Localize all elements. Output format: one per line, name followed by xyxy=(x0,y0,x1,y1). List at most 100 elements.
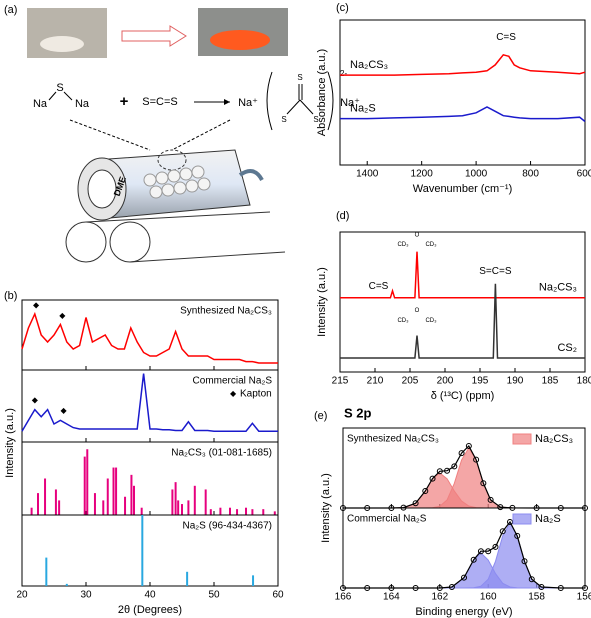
panel-label: (a) xyxy=(4,4,17,16)
x-tick-label: 30 xyxy=(80,590,92,601)
legend-label: Kapton xyxy=(240,389,272,400)
x-tick-label: 156 xyxy=(577,592,591,603)
data-point xyxy=(582,585,588,591)
annotation: S=C=S xyxy=(479,266,512,277)
arrow xyxy=(121,25,187,47)
panel-label: (c) xyxy=(336,2,349,14)
data-point xyxy=(538,584,545,590)
series-line xyxy=(340,106,586,123)
data-point xyxy=(448,584,455,590)
data-point xyxy=(492,543,499,550)
data-point xyxy=(487,496,494,503)
data-point xyxy=(451,463,458,470)
series-line xyxy=(21,373,278,432)
x-tick-label: 800 xyxy=(522,169,539,180)
data-point xyxy=(521,558,528,565)
atom: S xyxy=(313,115,318,124)
x-tick-label: 210 xyxy=(367,376,384,387)
data-point xyxy=(388,585,395,591)
data-point xyxy=(461,574,467,581)
data-point xyxy=(436,468,443,475)
legend-label: Na₂S xyxy=(535,513,561,525)
zoom-line xyxy=(171,119,231,151)
arrowhead xyxy=(224,99,230,105)
atom: S xyxy=(56,82,63,94)
orange-product xyxy=(210,30,270,50)
subplot-label: Synthesized Na₂CS₃ xyxy=(347,434,439,445)
bracket xyxy=(266,71,273,131)
bond xyxy=(63,91,73,101)
x-tick-label: 1200 xyxy=(411,169,434,180)
chart-title: S 2p xyxy=(344,405,372,420)
cation: Na⁺ xyxy=(238,97,258,109)
x-tick-label: 162 xyxy=(431,592,448,603)
roller xyxy=(109,221,151,263)
cation: Na⁺ xyxy=(340,97,360,109)
data-point xyxy=(412,585,419,591)
data-point xyxy=(465,443,472,449)
annotation: C=S xyxy=(496,32,516,43)
jar-cap xyxy=(87,169,117,209)
x-tick-label: 160 xyxy=(480,592,497,603)
series-label: Na₂CS₃ xyxy=(350,59,388,71)
annotation: O xyxy=(415,232,420,238)
x-tick-label: 205 xyxy=(402,376,419,387)
roller-edge xyxy=(129,251,286,263)
plot-frame xyxy=(339,19,586,166)
y-axis-title: Intensity (a.u.) xyxy=(316,267,328,337)
data-point xyxy=(514,532,521,539)
x-tick-label: 50 xyxy=(208,590,220,601)
data-point xyxy=(436,585,443,591)
bracket xyxy=(327,71,334,131)
series-label: Na₂CS₃ xyxy=(539,282,577,294)
data-point xyxy=(499,528,506,535)
data-point xyxy=(470,556,477,563)
component-area xyxy=(343,552,585,589)
annotation: CD₃ xyxy=(397,318,409,324)
data-point xyxy=(458,450,465,457)
bond xyxy=(48,91,57,101)
atom: Na xyxy=(75,98,90,110)
data-point xyxy=(422,488,429,494)
x-tick-label: 166 xyxy=(335,592,352,603)
kapton-marker: ◆ xyxy=(59,311,66,320)
kapton-marker: ◆ xyxy=(61,406,68,415)
x-tick-label: 195 xyxy=(472,376,489,387)
bond xyxy=(299,99,314,115)
x-tick-label: 1000 xyxy=(465,169,488,180)
data-point xyxy=(473,456,480,463)
data-point xyxy=(497,504,504,511)
x-tick-label: 200 xyxy=(437,376,454,387)
data-point xyxy=(444,467,451,474)
series-line xyxy=(340,251,585,299)
plot-frame xyxy=(339,231,586,373)
roller xyxy=(65,221,107,263)
x-tick-label: 600 xyxy=(577,169,591,180)
annotation: O xyxy=(415,308,420,314)
rotation-arrow xyxy=(238,169,264,182)
y-axis-title: Absorbance (a.u.) xyxy=(316,49,328,136)
x-tick-label: 185 xyxy=(542,376,559,387)
legend-swatch xyxy=(512,513,532,525)
data-point xyxy=(506,519,513,525)
series-label: CS₂ xyxy=(557,342,577,354)
panel-label: (e) xyxy=(314,410,327,422)
x-tick-label: 180 xyxy=(577,376,591,387)
atom: S xyxy=(281,115,286,124)
subplot-label: Commercial Na₂S xyxy=(347,514,427,525)
x-axis-title: 2θ (Degrees) xyxy=(118,604,182,616)
legend-symbol: ◆ xyxy=(230,389,237,398)
x-tick-label: 190 xyxy=(507,376,524,387)
x-axis-title: Binding energy (eV) xyxy=(415,606,512,618)
plot-frame xyxy=(21,514,279,587)
data-point xyxy=(557,585,564,591)
kapton-marker: ◆ xyxy=(32,395,39,404)
x-tick-label: 20 xyxy=(16,590,28,601)
white-powder xyxy=(40,36,84,52)
molecule: S=C=S xyxy=(142,96,177,108)
data-point xyxy=(412,500,419,507)
legend-swatch xyxy=(512,433,532,445)
annotation: CD₃ xyxy=(397,242,409,248)
data-point xyxy=(528,576,535,583)
